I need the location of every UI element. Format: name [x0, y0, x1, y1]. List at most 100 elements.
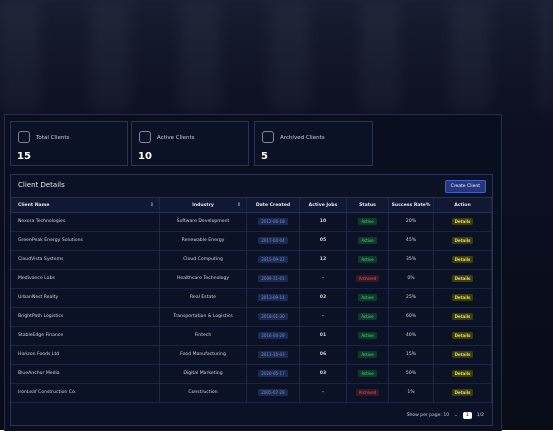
active-jobs: 03	[320, 371, 326, 376]
details-button[interactable]: Details	[452, 389, 474, 396]
table-cell: 10	[300, 212, 347, 231]
table-cell: 2013-09-14	[247, 288, 300, 307]
status: Archived	[356, 275, 380, 282]
client-name: BrightPath Logistics	[18, 314, 63, 319]
details-button[interactable]: Details	[452, 275, 474, 282]
details-button[interactable]: Details	[452, 294, 474, 301]
details-button[interactable]: Details	[452, 256, 474, 263]
status: Active	[358, 351, 376, 358]
table-cell: Cloud Computing	[160, 250, 247, 269]
industry: Transportation & Logistics	[173, 314, 233, 319]
sort-icon: ⇕	[237, 202, 241, 208]
table-cell: Real Estate	[160, 288, 247, 307]
card-value: 15	[17, 151, 31, 162]
status: Active	[358, 294, 376, 301]
card-value: 5	[261, 151, 268, 162]
industry: Food Manufacturing	[180, 352, 226, 357]
table-cell: 60%	[389, 307, 434, 326]
header-text: Date Created	[256, 203, 290, 208]
status: Active	[358, 218, 376, 225]
date-created: 2012-06-18	[258, 218, 287, 225]
table-cell: 2012-06-18	[247, 212, 300, 231]
table-cell: Details	[434, 307, 492, 326]
column-header: Active Jobs	[300, 198, 347, 212]
pagination: Show per page: 10 ⌄ 1 1/2	[407, 412, 484, 419]
header-text: Status	[359, 203, 376, 208]
table-cell: BlueAnchor Media	[11, 364, 160, 383]
active-jobs: 10	[320, 219, 326, 224]
column-header: Industry⇕	[160, 198, 247, 212]
client-table: Client Details Create Client Client Name…	[10, 174, 493, 426]
table-cell: Details	[434, 288, 492, 307]
per-page[interactable]: Show per page: 10	[407, 413, 449, 418]
page-button[interactable]: 1	[463, 412, 472, 419]
table-cell: Construction	[160, 383, 247, 402]
table-cell: Nexora Technologies	[11, 212, 160, 231]
date-created: 2016-04-29	[258, 332, 287, 339]
table-cell: Active	[347, 212, 389, 231]
date-created: 2005-07-28	[258, 389, 287, 396]
industry: Construction	[188, 390, 217, 395]
page-count: 1/2	[477, 413, 484, 418]
column-header: Client Name⇕	[11, 198, 160, 212]
table-cell: Details	[434, 250, 492, 269]
details-button[interactable]: Details	[452, 332, 474, 339]
active-jobs: 01	[320, 333, 326, 338]
table-cell: 2009-11-01	[247, 269, 300, 288]
details-button[interactable]: Details	[452, 218, 474, 225]
column-header: Date Created	[247, 198, 300, 212]
active-jobs: -	[322, 314, 324, 319]
table-cell: Details	[434, 345, 492, 364]
table-cell: UrbanNest Realty	[11, 288, 160, 307]
details-button[interactable]: Details	[452, 237, 474, 244]
table-cell: 2011-10-03	[247, 345, 300, 364]
success-rate: 60%	[406, 314, 416, 319]
active-jobs: -	[322, 276, 324, 281]
table-cell: Archived	[347, 269, 389, 288]
table-cell: 12	[300, 250, 347, 269]
table-cell: Details	[434, 326, 492, 345]
industry: Cloud Computing	[183, 257, 223, 262]
client-name: Nexora Technologies	[18, 219, 65, 224]
create-button[interactable]: Create Client	[445, 180, 486, 193]
success-rate: 45%	[406, 238, 416, 243]
card-icon	[139, 131, 151, 143]
table-cell: 01	[300, 326, 347, 345]
status: Active	[358, 332, 376, 339]
date-created: 2017-04-04	[258, 237, 287, 244]
industry: Digital Marketing	[183, 371, 222, 376]
table-cell: Digital Marketing	[160, 364, 247, 383]
table-cell: Renewable Energy	[160, 231, 247, 250]
details-button[interactable]: Details	[452, 351, 474, 358]
table-row: BrightPath Logistics Transportation & Log…	[11, 307, 492, 327]
table-cell: Details	[434, 269, 492, 288]
table-cell: 40%	[389, 326, 434, 345]
chevron: ⌄	[454, 413, 458, 418]
details-button[interactable]: Details	[452, 313, 474, 320]
success-rate: 15%	[406, 352, 416, 357]
details-button[interactable]: Details	[452, 370, 474, 377]
card-label: Active Clients	[157, 135, 195, 141]
success-rate: 50%	[406, 371, 416, 376]
success-rate: 20%	[406, 219, 416, 224]
table-cell: 50%	[389, 364, 434, 383]
table-cell: Food Manufacturing	[160, 345, 247, 364]
table-cell: BrightPath Logistics	[11, 307, 160, 326]
status: Active	[358, 256, 376, 263]
table-cell: Details	[434, 212, 492, 231]
table-cell: 0%	[389, 269, 434, 288]
table-cell: Fintech	[160, 326, 247, 345]
table-cell: Details	[434, 383, 492, 402]
table-cell: 02	[300, 288, 347, 307]
table-cell: Details	[434, 364, 492, 383]
table-cell: Details	[434, 231, 492, 250]
table-cell: Medivance Labs	[11, 269, 160, 288]
